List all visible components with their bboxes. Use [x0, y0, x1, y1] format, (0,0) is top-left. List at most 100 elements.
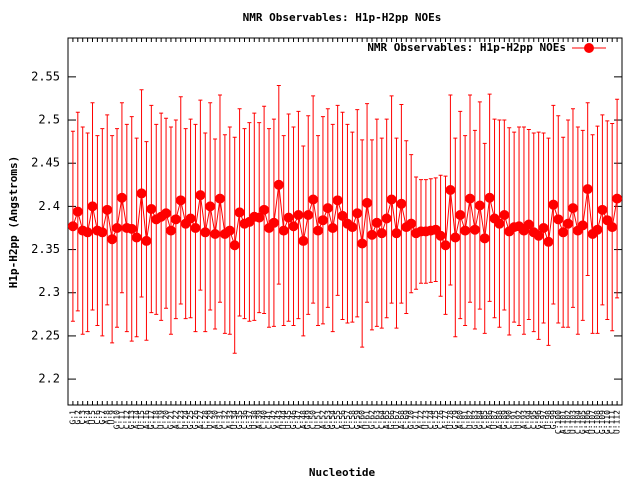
x-tick-label: A:77	[441, 410, 450, 429]
data-point	[313, 225, 324, 236]
x-tick-label: A:30	[211, 410, 220, 429]
data-point	[523, 219, 534, 230]
x-tick-label: C:90	[505, 410, 514, 429]
data-point	[293, 210, 304, 221]
x-tick-label: C:11	[117, 410, 126, 429]
x-tick-label: G:66	[387, 410, 396, 429]
x-tick-label: C:36	[240, 410, 249, 429]
x-tick-label: G:110	[603, 410, 612, 434]
x-tick-label: A:33	[225, 410, 234, 429]
x-tick-label: G:17	[147, 410, 156, 429]
x-tick-label: G:10	[113, 410, 122, 429]
data-point	[592, 224, 603, 235]
data-point	[224, 225, 235, 236]
data-point	[445, 184, 456, 195]
data-point	[303, 210, 314, 221]
x-tick-label: G:37	[245, 410, 254, 429]
data-point	[479, 233, 490, 244]
x-tick-label: C:18	[152, 410, 161, 429]
x-tick-label: C:85	[480, 410, 489, 429]
data-point	[165, 225, 176, 236]
x-tick-label: G:79	[451, 410, 460, 429]
x-tick-label: A:97	[539, 410, 548, 429]
x-tick-label: C:6	[93, 410, 102, 425]
data-point	[563, 218, 574, 229]
data-point	[371, 217, 382, 228]
data-point	[612, 193, 623, 204]
x-tick-label: A:86	[485, 410, 494, 429]
data-point	[259, 204, 270, 215]
data-point	[597, 204, 608, 215]
x-tick-label: C:104	[573, 410, 582, 434]
data-point	[131, 232, 142, 243]
y-axis-label: H1p-H2pp (Angstroms)	[7, 156, 20, 288]
y-tick-label: 2.3	[38, 285, 60, 299]
x-tick-label: A:14	[132, 410, 141, 429]
x-tick-label: U:29	[206, 410, 215, 429]
data-point	[357, 238, 368, 249]
data-point	[553, 214, 564, 225]
data-point	[386, 194, 397, 205]
data-point	[391, 228, 402, 239]
data-point	[322, 203, 333, 214]
x-tick-label: C:100	[554, 410, 563, 434]
x-tick-label: C:74	[426, 410, 435, 429]
x-tick-label: U:57	[343, 410, 352, 429]
x-tick-label: U:82	[466, 410, 475, 429]
x-tick-label: U:107	[588, 410, 597, 434]
x-tick-label: G:46	[289, 410, 298, 429]
x-tick-label: G:31	[215, 410, 224, 429]
x-tick-label: U:9	[108, 410, 117, 425]
x-tick-label: C:50	[309, 410, 318, 429]
data-point	[406, 218, 417, 229]
plot-frame	[67, 37, 623, 406]
x-tick-label: G:26	[191, 410, 200, 429]
x-tick-label: U:19	[157, 410, 166, 429]
x-tick-label: G:96	[534, 410, 543, 429]
x-tick-label: C:64	[377, 410, 386, 429]
x-tick-label: G:109	[598, 410, 607, 434]
data-point	[577, 220, 588, 231]
data-point	[450, 232, 461, 243]
x-tick-label: C:69	[402, 410, 411, 429]
data-point	[136, 188, 147, 199]
x-tick-label: G:21	[166, 410, 175, 429]
data-point	[82, 227, 93, 238]
data-point	[460, 225, 471, 236]
x-tick-label: C:63	[372, 410, 381, 429]
x-tick-label: C:76	[436, 410, 445, 429]
x-tick-label: C:32	[220, 410, 229, 429]
x-tick-label: G:54	[328, 410, 337, 429]
data-point	[195, 190, 206, 201]
y-tick-label: 2.35	[31, 242, 60, 256]
x-tick-label: G:42	[269, 410, 278, 429]
x-tick-label: A:22	[171, 410, 180, 429]
x-tick-label: G:1	[68, 410, 77, 425]
data-point	[161, 208, 172, 219]
x-tick-label: U:15	[137, 410, 146, 429]
data-point	[116, 192, 127, 203]
data-point	[126, 223, 137, 234]
data-point	[283, 212, 294, 223]
data-point	[268, 217, 279, 228]
data-point	[567, 203, 578, 214]
data-point	[97, 227, 108, 238]
x-tick-label: G:84	[475, 410, 484, 429]
data-point	[87, 201, 98, 212]
x-tick-label: A:68	[397, 410, 406, 429]
data-point	[205, 201, 216, 212]
data-point	[72, 206, 83, 217]
data-point	[381, 213, 392, 224]
data-point	[396, 198, 407, 209]
data-point	[175, 195, 186, 206]
x-tick-label: C:95	[529, 410, 538, 429]
x-tick-label: A:4	[83, 410, 92, 425]
data-point	[337, 210, 348, 221]
x-tick-label: C:41	[265, 410, 274, 429]
data-point	[376, 228, 387, 239]
legend-label: NMR Observables: H1p-H2pp NOEs	[367, 41, 566, 54]
x-tick-label: G:35	[235, 410, 244, 429]
x-axis-label: Nucleotide	[309, 466, 376, 479]
x-tick-label: A:72	[416, 410, 425, 429]
